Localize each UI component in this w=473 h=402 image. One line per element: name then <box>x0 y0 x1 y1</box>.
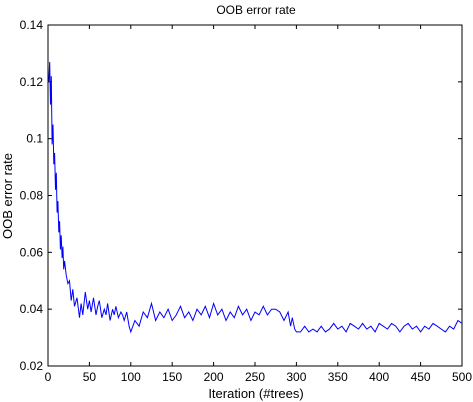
axis-ticks <box>47 24 463 367</box>
plot-area <box>47 24 463 367</box>
y-tick-label: 0.02 <box>20 359 44 373</box>
x-tick-label: 150 <box>162 370 182 384</box>
y-axis-title: OOB error rate <box>0 153 15 239</box>
x-axis-title: Iteration (#trees) <box>208 386 303 401</box>
chart-title: OOB error rate <box>216 3 296 17</box>
x-tick-label: 300 <box>286 370 306 384</box>
y-tick-label: 0.06 <box>20 245 44 259</box>
x-tick-label: 0 <box>45 370 52 384</box>
y-tick-label: 0.12 <box>20 75 44 89</box>
series-line-oob-error <box>48 61 463 334</box>
x-tick-label: 200 <box>204 370 224 384</box>
x-tick-label: 350 <box>328 370 348 384</box>
x-tick-label: 500 <box>452 370 472 384</box>
y-tick-label: 0.14 <box>20 18 44 32</box>
x-tick-label: 450 <box>411 370 431 384</box>
x-tick-label: 250 <box>245 370 265 384</box>
x-tick-label: 100 <box>121 370 141 384</box>
y-tick-label: 0.04 <box>20 302 44 316</box>
y-tick-label: 0.1 <box>26 132 43 146</box>
axis-tick-labels: 0 50 100 150 200 250 300 350 400 450 500 0.02 0.04 0.… <box>20 18 473 384</box>
x-tick-label: 50 <box>83 370 97 384</box>
x-tick-label: 400 <box>369 370 389 384</box>
y-tick-label: 0.08 <box>20 189 44 203</box>
